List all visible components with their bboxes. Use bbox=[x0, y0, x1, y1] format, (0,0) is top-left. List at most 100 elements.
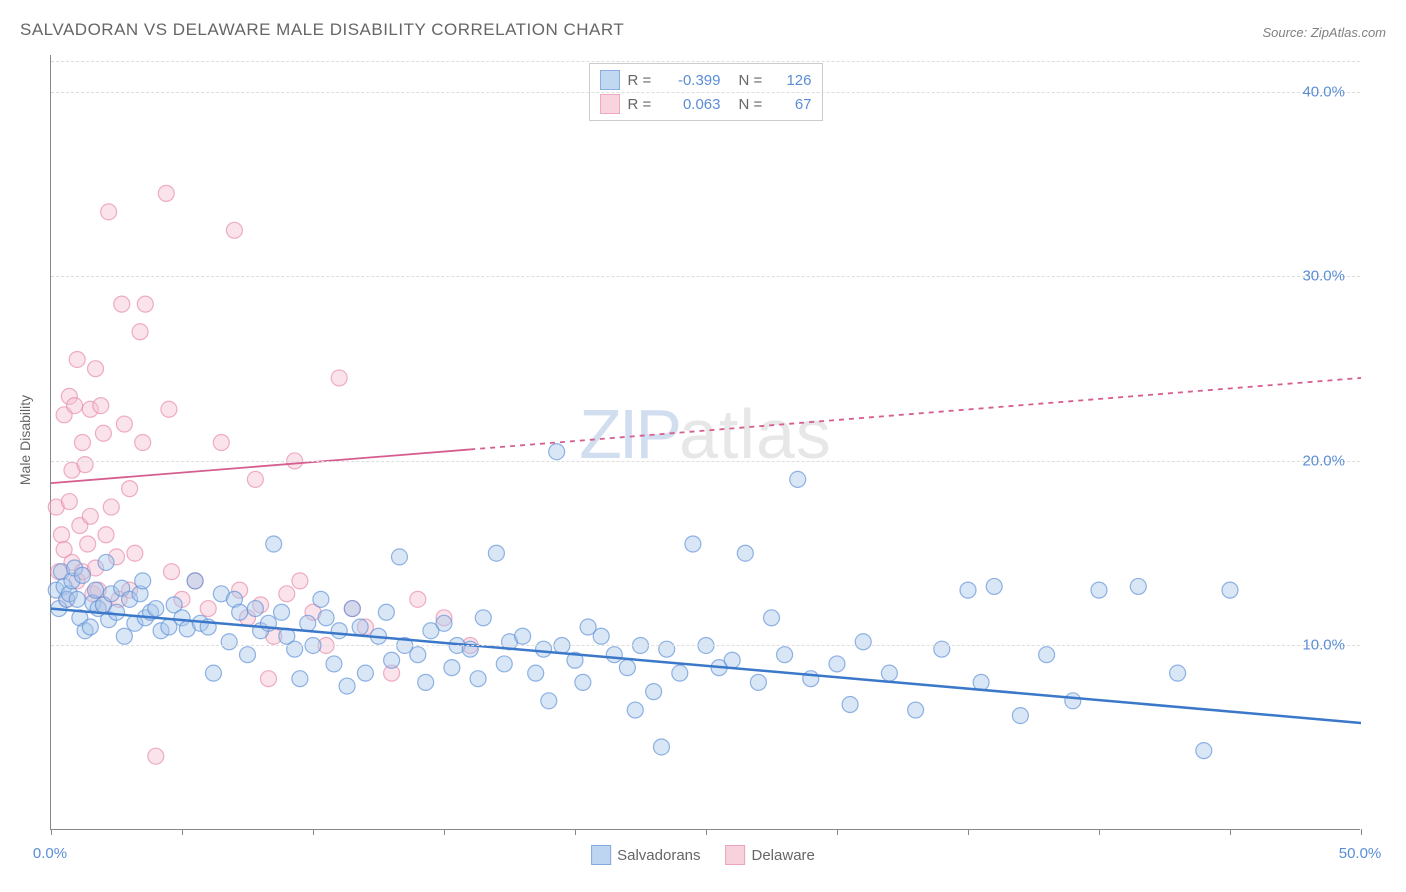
chart-plot-area: ZIPatlas R =-0.399N =126R =0.063N =67 10… bbox=[50, 55, 1360, 830]
point-salvadorans bbox=[842, 697, 858, 713]
gridline bbox=[51, 645, 1360, 646]
point-delaware bbox=[226, 222, 242, 238]
x-tick bbox=[182, 829, 183, 835]
point-delaware bbox=[74, 435, 90, 451]
point-delaware bbox=[148, 748, 164, 764]
point-salvadorans bbox=[855, 634, 871, 650]
point-salvadorans bbox=[247, 601, 263, 617]
y-tick-label: 20.0% bbox=[1302, 452, 1345, 469]
legend-r-label: R = bbox=[628, 72, 658, 89]
point-delaware bbox=[116, 416, 132, 432]
point-delaware bbox=[122, 481, 138, 497]
point-delaware bbox=[279, 586, 295, 602]
point-salvadorans bbox=[313, 591, 329, 607]
point-salvadorans bbox=[187, 573, 203, 589]
legend-r-value: -0.399 bbox=[666, 72, 721, 89]
trend-delaware-dashed bbox=[470, 378, 1361, 450]
legend-n-label: N = bbox=[739, 96, 769, 113]
point-delaware bbox=[292, 573, 308, 589]
x-tick bbox=[706, 829, 707, 835]
point-delaware bbox=[53, 527, 69, 543]
point-delaware bbox=[247, 471, 263, 487]
point-salvadorans bbox=[410, 647, 426, 663]
point-salvadorans bbox=[1170, 665, 1186, 681]
point-salvadorans bbox=[344, 601, 360, 617]
point-salvadorans bbox=[986, 578, 1002, 594]
legend-row-salvadorans: R =-0.399N =126 bbox=[600, 68, 812, 92]
legend-swatch-delaware bbox=[726, 845, 746, 865]
x-tick bbox=[51, 829, 52, 835]
point-salvadorans bbox=[515, 628, 531, 644]
point-salvadorans bbox=[475, 610, 491, 626]
x-tick bbox=[313, 829, 314, 835]
point-delaware bbox=[135, 435, 151, 451]
point-salvadorans bbox=[378, 604, 394, 620]
point-salvadorans bbox=[659, 641, 675, 657]
y-tick-label: 30.0% bbox=[1302, 268, 1345, 285]
legend-r-value: 0.063 bbox=[666, 96, 721, 113]
point-salvadorans bbox=[541, 693, 557, 709]
point-delaware bbox=[161, 401, 177, 417]
point-salvadorans bbox=[764, 610, 780, 626]
scatter-svg bbox=[51, 55, 1360, 829]
point-salvadorans bbox=[82, 619, 98, 635]
legend-series: Salvadorans Delaware bbox=[591, 845, 815, 865]
point-salvadorans bbox=[536, 641, 552, 657]
point-delaware bbox=[158, 185, 174, 201]
point-salvadorans bbox=[488, 545, 504, 561]
legend-swatch-delaware bbox=[600, 94, 620, 114]
point-salvadorans bbox=[1091, 582, 1107, 598]
gridline bbox=[51, 61, 1360, 62]
y-axis-label: Male Disability bbox=[17, 395, 33, 485]
point-salvadorans bbox=[69, 591, 85, 607]
point-delaware bbox=[103, 499, 119, 515]
point-salvadorans bbox=[266, 536, 282, 552]
legend-row-delaware: R = 0.063 N = 67 bbox=[600, 92, 812, 116]
legend-item-salvadorans: Salvadorans bbox=[591, 845, 700, 865]
point-salvadorans bbox=[109, 604, 125, 620]
point-salvadorans bbox=[627, 702, 643, 718]
source-label: Source: ZipAtlas.com bbox=[1262, 25, 1386, 40]
point-salvadorans bbox=[1222, 582, 1238, 598]
point-delaware bbox=[80, 536, 96, 552]
point-delaware bbox=[331, 370, 347, 386]
point-delaware bbox=[98, 527, 114, 543]
legend-label-delaware: Delaware bbox=[752, 847, 815, 864]
point-salvadorans bbox=[352, 619, 368, 635]
legend-swatch-salvadorans bbox=[591, 845, 611, 865]
point-salvadorans bbox=[549, 444, 565, 460]
point-salvadorans bbox=[606, 647, 622, 663]
point-delaware bbox=[132, 324, 148, 340]
point-salvadorans bbox=[221, 634, 237, 650]
x-tick bbox=[837, 829, 838, 835]
point-salvadorans bbox=[803, 671, 819, 687]
point-salvadorans bbox=[593, 628, 609, 644]
y-tick-label: 10.0% bbox=[1302, 637, 1345, 654]
point-salvadorans bbox=[88, 582, 104, 598]
point-salvadorans bbox=[326, 656, 342, 672]
point-salvadorans bbox=[908, 702, 924, 718]
point-delaware bbox=[127, 545, 143, 561]
point-salvadorans bbox=[318, 610, 334, 626]
point-delaware bbox=[88, 361, 104, 377]
point-salvadorans bbox=[418, 674, 434, 690]
point-salvadorans bbox=[790, 471, 806, 487]
point-salvadorans bbox=[496, 656, 512, 672]
legend-item-delaware: Delaware bbox=[726, 845, 815, 865]
legend-r-label: R = bbox=[628, 96, 658, 113]
x-tick bbox=[1361, 829, 1362, 835]
x-tick bbox=[1230, 829, 1231, 835]
point-salvadorans bbox=[973, 674, 989, 690]
legend-n-value: 67 bbox=[777, 96, 812, 113]
point-salvadorans bbox=[960, 582, 976, 598]
point-salvadorans bbox=[672, 665, 688, 681]
point-salvadorans bbox=[391, 549, 407, 565]
legend-swatch-salvadorans bbox=[600, 70, 620, 90]
point-delaware bbox=[137, 296, 153, 312]
x-tick bbox=[444, 829, 445, 835]
point-salvadorans bbox=[777, 647, 793, 663]
point-salvadorans bbox=[470, 671, 486, 687]
point-delaware bbox=[93, 398, 109, 414]
legend-label-salvadorans: Salvadorans bbox=[617, 847, 700, 864]
point-salvadorans bbox=[240, 647, 256, 663]
